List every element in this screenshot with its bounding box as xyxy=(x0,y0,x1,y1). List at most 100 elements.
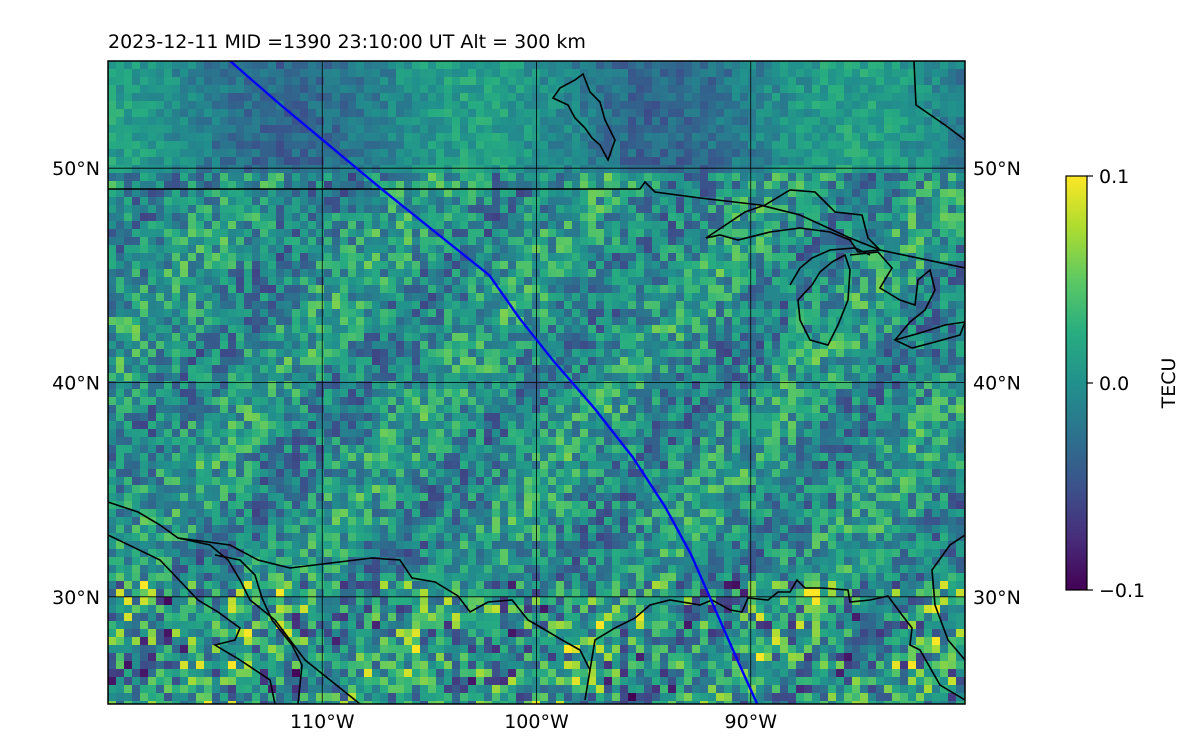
tec-cell xyxy=(708,301,717,310)
tec-cell xyxy=(828,381,837,390)
tec-cell xyxy=(636,157,645,166)
tec-cell xyxy=(156,77,165,86)
tec-cell xyxy=(844,165,853,174)
tec-cell xyxy=(572,253,581,262)
tec-cell xyxy=(196,181,205,190)
tec-cell xyxy=(420,389,429,398)
tec-cell xyxy=(220,165,229,174)
tec-cell xyxy=(284,269,293,278)
tec-cell xyxy=(700,301,709,310)
tec-cell xyxy=(884,333,893,342)
tec-cell xyxy=(284,181,293,190)
tec-cell xyxy=(732,357,741,366)
tec-cell xyxy=(692,69,701,78)
tec-cell xyxy=(316,173,325,182)
tec-cell xyxy=(420,61,429,70)
tec-cell xyxy=(332,237,341,246)
tec-cell xyxy=(764,341,773,350)
tec-cell xyxy=(492,293,501,302)
tec-cell xyxy=(596,309,605,318)
tec-cell xyxy=(860,229,869,238)
tec-cell xyxy=(236,277,245,286)
tec-cell xyxy=(868,125,877,134)
tec-cell xyxy=(644,349,653,358)
tec-cell xyxy=(556,405,565,414)
tec-cell xyxy=(620,293,629,302)
tec-cell xyxy=(468,261,477,270)
tec-cell xyxy=(956,197,965,206)
tec-cell xyxy=(220,253,229,262)
tec-cell xyxy=(364,301,373,310)
tec-cell xyxy=(188,261,197,270)
tec-cell xyxy=(124,69,133,78)
tec-cell xyxy=(884,189,893,198)
tec-cell xyxy=(828,405,837,414)
tec-cell xyxy=(892,253,901,262)
tec-cell xyxy=(484,309,493,318)
tec-cell xyxy=(340,125,349,134)
tec-cell xyxy=(588,197,597,206)
tec-cell xyxy=(404,77,413,86)
tec-cell xyxy=(132,189,141,198)
tec-cell xyxy=(748,157,757,166)
tec-cell xyxy=(340,357,349,366)
tec-cell xyxy=(548,197,557,206)
tec-cell xyxy=(916,133,925,142)
tec-cell xyxy=(524,61,533,70)
tec-cell xyxy=(164,221,173,230)
tec-cell xyxy=(812,77,821,86)
tec-cell xyxy=(812,397,821,406)
tec-cell xyxy=(628,269,637,278)
tec-cell xyxy=(676,317,685,326)
tec-cell xyxy=(556,349,565,358)
tec-cell xyxy=(860,373,869,382)
tec-cell xyxy=(436,141,445,150)
tec-cell xyxy=(684,325,693,334)
tec-cell xyxy=(580,237,589,246)
tec-cell xyxy=(612,397,621,406)
tec-cell xyxy=(476,253,485,262)
tec-cell xyxy=(876,341,885,350)
tec-cell xyxy=(804,389,813,398)
tec-cell xyxy=(332,405,341,414)
tec-cell xyxy=(356,149,365,158)
tec-cell xyxy=(492,397,501,406)
tec-cell xyxy=(916,141,925,150)
tec-cell xyxy=(764,269,773,278)
tec-cell xyxy=(660,237,669,246)
tec-cell xyxy=(564,109,573,118)
tec-cell xyxy=(508,325,517,334)
tec-cell xyxy=(956,285,965,294)
tec-cell xyxy=(404,213,413,222)
tec-cell xyxy=(636,213,645,222)
tec-cell xyxy=(220,109,229,118)
tec-cell xyxy=(444,365,453,374)
tec-cell xyxy=(268,405,277,414)
tec-cell xyxy=(236,309,245,318)
tec-cell xyxy=(572,365,581,374)
tec-cell xyxy=(692,133,701,142)
tec-cell xyxy=(564,205,573,214)
tec-cell xyxy=(668,397,677,406)
tec-cell xyxy=(516,93,525,102)
tec-cell xyxy=(692,109,701,118)
tec-cell xyxy=(380,405,389,414)
tec-cell xyxy=(724,341,733,350)
tec-cell xyxy=(228,149,237,158)
tec-cell xyxy=(644,221,653,230)
tec-cell xyxy=(548,421,557,430)
tec-cell xyxy=(540,397,549,406)
tec-cell xyxy=(628,285,637,294)
tec-cell xyxy=(396,261,405,270)
tec-cell xyxy=(372,413,381,422)
tec-cell xyxy=(596,165,605,174)
tec-cell xyxy=(932,349,941,358)
tec-cell xyxy=(748,413,757,422)
tec-cell xyxy=(900,349,909,358)
tec-cell xyxy=(572,349,581,358)
tec-cell xyxy=(308,277,317,286)
tec-cell xyxy=(180,429,189,438)
tec-cell xyxy=(780,333,789,342)
tec-cell xyxy=(420,205,429,214)
tec-cell xyxy=(844,349,853,358)
